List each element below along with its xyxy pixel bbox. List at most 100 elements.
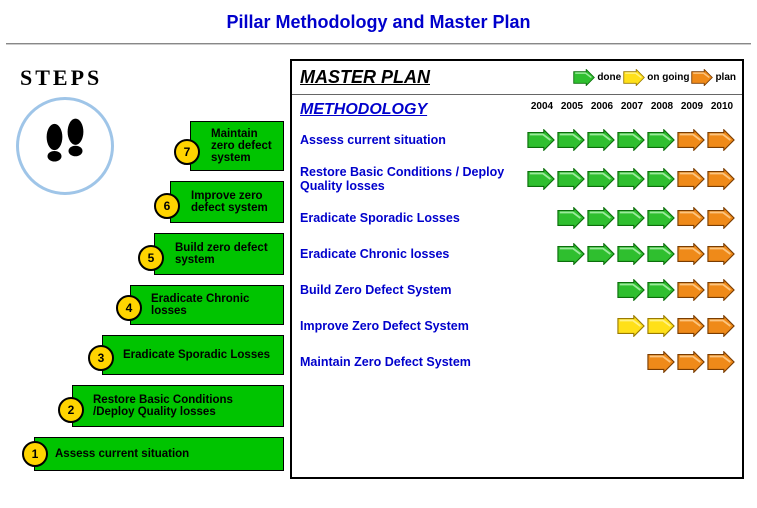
step-block-2: Restore Basic Conditions /Deploy Quality… <box>72 385 284 427</box>
status-arrow-icon <box>617 207 645 229</box>
status-arrow-icon <box>647 279 675 301</box>
step-label: Maintain zero defect system <box>197 128 277 164</box>
years-header: 2004200520062007200820092010 <box>528 99 736 112</box>
plan-row: Improve Zero Defect System <box>300 315 736 337</box>
plan-cell <box>706 243 736 265</box>
plan-row-label: Restore Basic Conditions / Deploy Qualit… <box>300 165 526 193</box>
plan-row: Restore Basic Conditions / Deploy Qualit… <box>300 165 736 193</box>
plan-row-label: Maintain Zero Defect System <box>300 355 526 369</box>
plan-cell <box>526 243 556 265</box>
plan-row-arrows <box>526 168 736 190</box>
plan-cell <box>646 279 676 301</box>
legend-arrow-icon <box>573 69 595 86</box>
plan-cell <box>616 207 646 229</box>
status-arrow-icon <box>707 168 735 190</box>
plan-cell <box>676 129 706 151</box>
plan-cell <box>706 351 736 373</box>
plan-cell <box>526 351 556 373</box>
plan-cell <box>676 168 706 190</box>
legend-arrow-icon <box>623 69 645 86</box>
step-block-7: Maintain zero defect system <box>190 121 284 171</box>
legend-item-plan: plan <box>691 69 736 86</box>
plan-cell <box>586 129 616 151</box>
step-number-1: 1 <box>22 441 48 467</box>
step-block-3: Eradicate Sporadic Losses <box>102 335 284 375</box>
plan-cell <box>556 351 586 373</box>
legend: done on going plan <box>573 69 736 86</box>
status-arrow-icon <box>527 168 555 190</box>
plan-cell <box>646 207 676 229</box>
plan-cell <box>646 315 676 337</box>
status-arrow-icon <box>647 243 675 265</box>
plan-cell <box>556 279 586 301</box>
plan-row-arrows <box>526 243 736 265</box>
status-arrow-icon <box>677 168 705 190</box>
plan-cell <box>586 315 616 337</box>
step-block-6: Improve zero defect system <box>170 181 284 223</box>
status-arrow-icon <box>557 168 585 190</box>
plan-row-arrows <box>526 207 736 229</box>
plan-cell <box>556 243 586 265</box>
year-header: 2008 <box>648 101 676 112</box>
plan-cell <box>526 315 556 337</box>
plan-cell <box>526 129 556 151</box>
plan-row-label: Eradicate Chronic losses <box>300 247 526 261</box>
status-arrow-icon <box>707 315 735 337</box>
status-arrow-icon <box>647 315 675 337</box>
status-arrow-icon <box>557 243 585 265</box>
steps-heading: STEPS <box>20 65 102 91</box>
status-arrow-icon <box>647 129 675 151</box>
step-number-7: 7 <box>174 139 200 165</box>
plan-row-label: Assess current situation <box>300 133 526 147</box>
step-label: Restore Basic Conditions /Deploy Quality… <box>79 394 277 418</box>
plan-cell <box>556 315 586 337</box>
plan-cell <box>646 351 676 373</box>
plan-cell <box>706 315 736 337</box>
legend-label: done <box>597 72 621 83</box>
plan-cell <box>616 315 646 337</box>
master-plan-title: MASTER PLAN <box>300 67 430 88</box>
status-arrow-icon <box>677 279 705 301</box>
legend-label: on going <box>647 72 689 83</box>
plan-cell <box>676 243 706 265</box>
status-arrow-icon <box>587 207 615 229</box>
plan-cell <box>706 207 736 229</box>
status-arrow-icon <box>587 243 615 265</box>
methodology-row: METHODOLOGY 2004200520062007200820092010 <box>300 99 736 129</box>
plan-row: Assess current situation <box>300 129 736 151</box>
plan-cell <box>526 207 556 229</box>
status-arrow-icon <box>617 129 645 151</box>
plan-row: Maintain Zero Defect System <box>300 351 736 373</box>
steps-panel: STEPS Assess current situation1Restore B… <box>6 59 284 479</box>
status-arrow-icon <box>677 351 705 373</box>
status-arrow-icon <box>617 279 645 301</box>
status-arrow-icon <box>647 351 675 373</box>
plan-cell <box>556 129 586 151</box>
step-label: Eradicate Chronic losses <box>137 293 277 317</box>
year-header: 2006 <box>588 101 616 112</box>
status-arrow-icon <box>527 129 555 151</box>
step-number-6: 6 <box>154 193 180 219</box>
year-header: 2007 <box>618 101 646 112</box>
status-arrow-icon <box>617 315 645 337</box>
status-arrow-icon <box>587 168 615 190</box>
plan-cell <box>586 351 616 373</box>
legend-label: plan <box>715 72 736 83</box>
step-block-4: Eradicate Chronic losses <box>130 285 284 325</box>
status-arrow-icon <box>677 315 705 337</box>
plan-cell <box>556 168 586 190</box>
year-header: 2004 <box>528 101 556 112</box>
header-underline <box>292 94 742 95</box>
plan-cell <box>586 207 616 229</box>
step-number-5: 5 <box>138 245 164 271</box>
step-number-4: 4 <box>116 295 142 321</box>
plan-cell <box>646 168 676 190</box>
plan-cell <box>676 315 706 337</box>
status-arrow-icon <box>617 243 645 265</box>
plan-row: Eradicate Sporadic Losses <box>300 207 736 229</box>
master-plan-rows: Assess current situation Restore Basic C… <box>300 129 736 373</box>
year-header: 2005 <box>558 101 586 112</box>
plan-row-arrows <box>526 315 736 337</box>
step-label: Build zero defect system <box>161 242 277 266</box>
step-number-3: 3 <box>88 345 114 371</box>
